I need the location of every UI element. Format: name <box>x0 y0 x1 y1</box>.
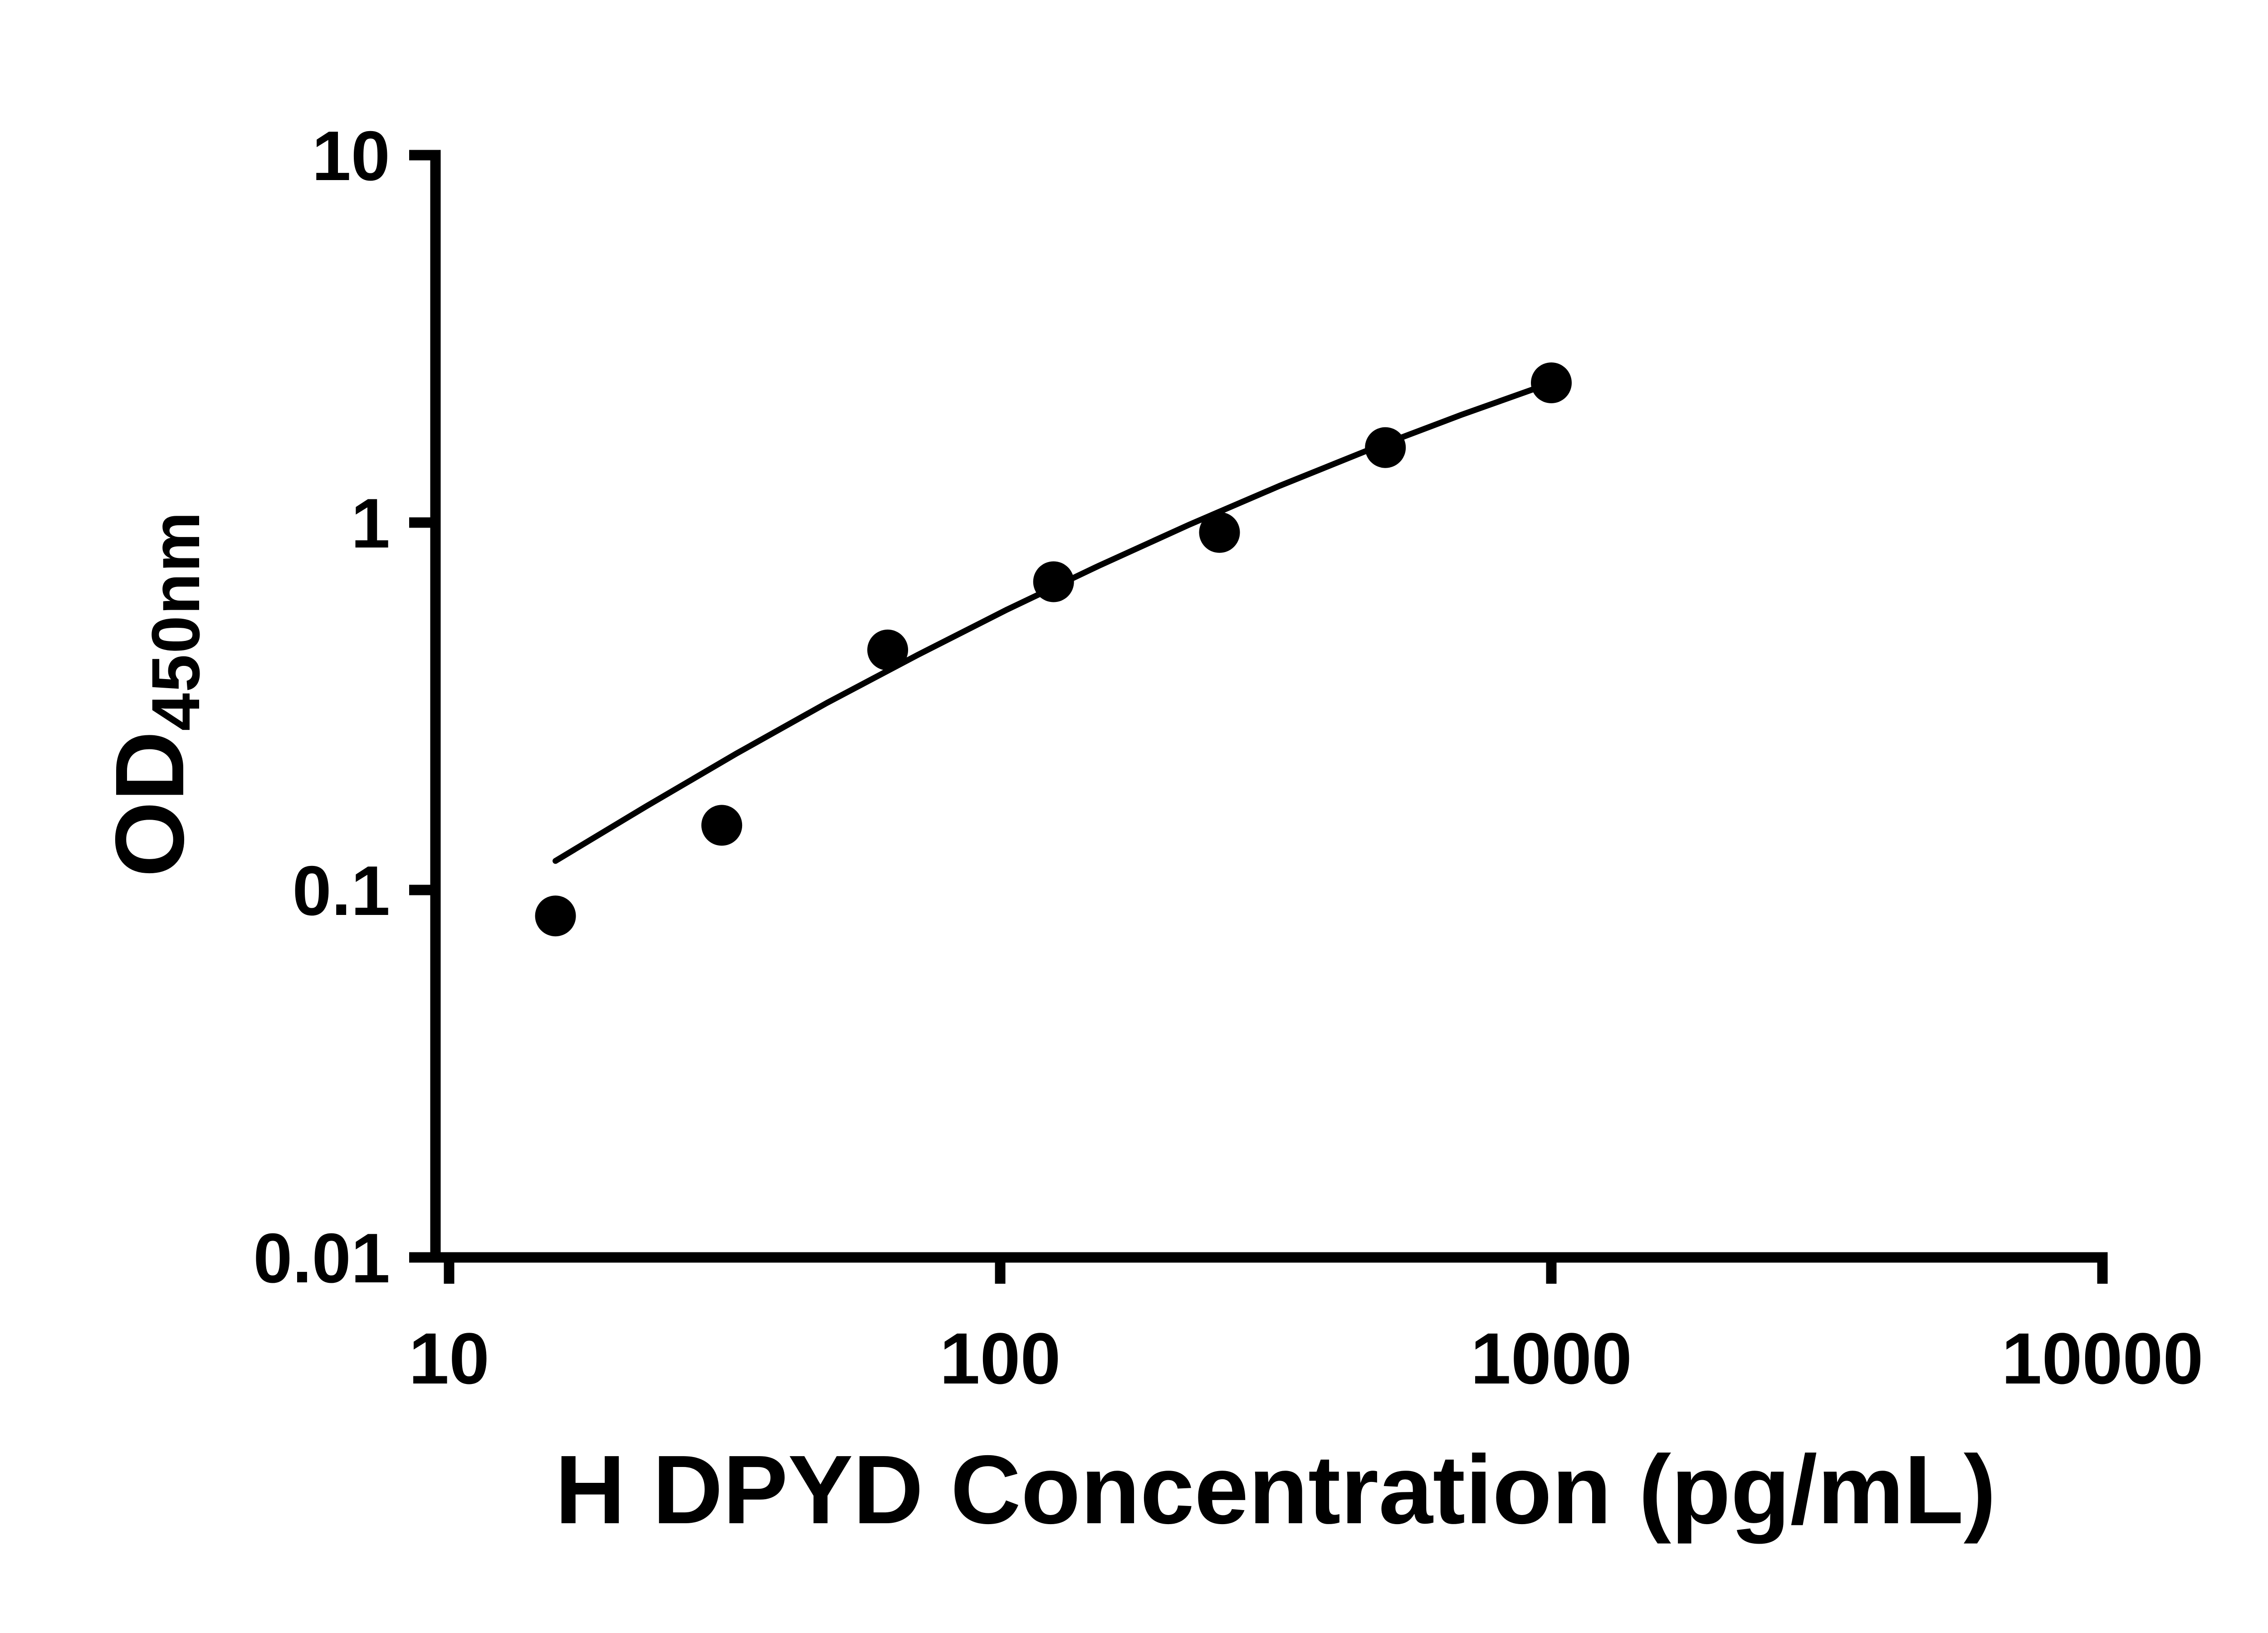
y-tick-label: 1 <box>351 484 390 562</box>
data-point <box>535 895 576 937</box>
data-point <box>1033 561 1074 602</box>
y-axis-title-text: OD <box>95 731 204 877</box>
x-tick-label: 100 <box>940 1318 1061 1399</box>
data-point <box>1365 427 1406 468</box>
x-tick-label: 10 <box>409 1318 489 1399</box>
y-tick-label: 0.1 <box>293 851 390 930</box>
x-tick-label: 10000 <box>2002 1318 2204 1399</box>
y-axis-title-subscript: 450nm <box>137 511 214 731</box>
y-tick-label: 10 <box>312 117 390 195</box>
data-point <box>701 805 743 846</box>
data-point <box>867 629 908 670</box>
data-point <box>1199 512 1240 553</box>
x-tick-label: 1000 <box>1471 1318 1632 1399</box>
y-tick-label: 0.01 <box>253 1219 390 1297</box>
y-axis-title: OD450nm <box>93 511 214 877</box>
data-point <box>1531 362 1572 403</box>
x-axis-title: H DPYD Concentration (pg/mL) <box>555 1435 1996 1544</box>
